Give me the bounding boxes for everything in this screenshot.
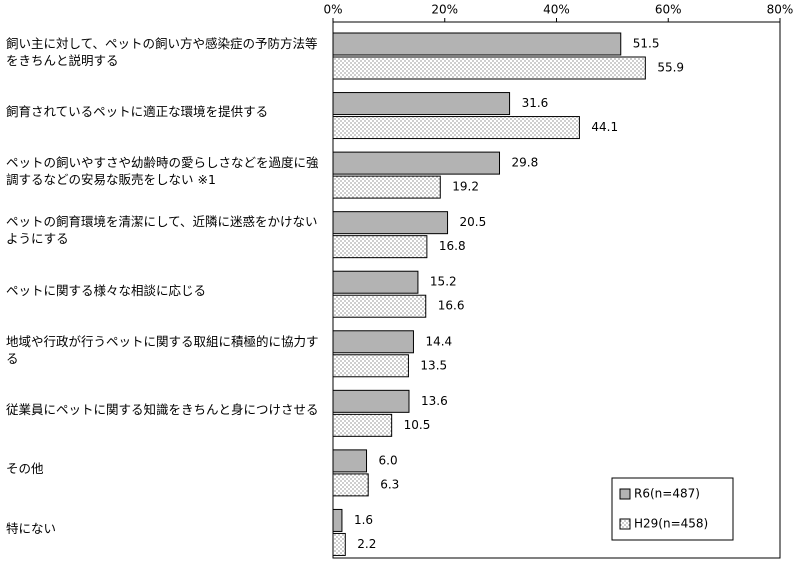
bar [332, 330, 414, 354]
value-label: 55.9 [657, 61, 684, 75]
value-label: 13.5 [420, 358, 447, 372]
bar [332, 56, 646, 80]
value-label: 15.2 [430, 275, 457, 289]
value-label: 10.5 [404, 418, 431, 432]
legend-label: R6(n=487) [634, 487, 700, 501]
category-label: ペットに関する様々な相談に応じる [6, 282, 207, 298]
category-label: 地域や行政が行うペットに関する取組に積極的に協力する [6, 333, 319, 366]
value-label: 44.1 [591, 120, 618, 134]
value-label: 16.8 [439, 239, 466, 253]
bar [332, 532, 346, 556]
legend-swatch [619, 518, 631, 530]
value-label: 51.5 [633, 37, 660, 51]
bar [332, 508, 343, 532]
bar [332, 473, 369, 497]
category-label: 従業員にペットに関する知識をきちんと身につけさせる [6, 401, 319, 417]
legend: R6(n=487) H29(n=458) [611, 477, 734, 541]
x-tick-label: 40% [543, 3, 570, 17]
legend-frame [611, 477, 734, 541]
x-tick-label: 80% [767, 3, 794, 17]
bar [332, 151, 501, 175]
value-label: 6.3 [380, 477, 399, 491]
value-label: 2.2 [357, 537, 376, 551]
bar [332, 294, 427, 318]
legend-swatch [619, 488, 631, 500]
bar [332, 270, 419, 294]
bar [332, 92, 511, 116]
bar [332, 413, 393, 437]
category-label: ペットの飼いやすさや幼齢時の愛らしさなどを過度に強調するなどの安易な販売をしない… [6, 154, 319, 187]
bar [332, 211, 449, 235]
value-label: 13.6 [421, 394, 448, 408]
bar [332, 354, 409, 378]
bar [332, 449, 368, 473]
value-label: 19.2 [452, 180, 479, 194]
category-label: 飼い主に対して、ペットの飼い方や感染症の予防方法等をきちんと説明する [6, 35, 318, 68]
bar [332, 32, 622, 56]
bar [332, 116, 580, 140]
bar [332, 235, 428, 259]
value-label: 16.6 [438, 299, 465, 313]
value-label: 14.4 [425, 334, 452, 348]
value-label: 6.0 [379, 453, 398, 467]
x-tick-label: 60% [655, 3, 682, 17]
category-label: 特にない [6, 520, 57, 536]
value-label: 29.8 [512, 156, 539, 170]
category-label: ペットの飼育環境を清潔にして、近隣に迷惑をかけないようにする [6, 214, 318, 247]
value-label: 31.6 [522, 96, 549, 110]
legend-label: H29(n=458) [634, 517, 708, 531]
x-tick-label: 0% [323, 3, 342, 17]
bar [332, 175, 441, 199]
bar [332, 389, 410, 413]
x-tick-label: 20% [431, 3, 458, 17]
category-label: その他 [6, 461, 44, 477]
value-label: 1.6 [354, 513, 373, 527]
value-label: 20.5 [460, 215, 487, 229]
category-label: 飼育されているペットに適正な環境を提供する [6, 103, 269, 119]
